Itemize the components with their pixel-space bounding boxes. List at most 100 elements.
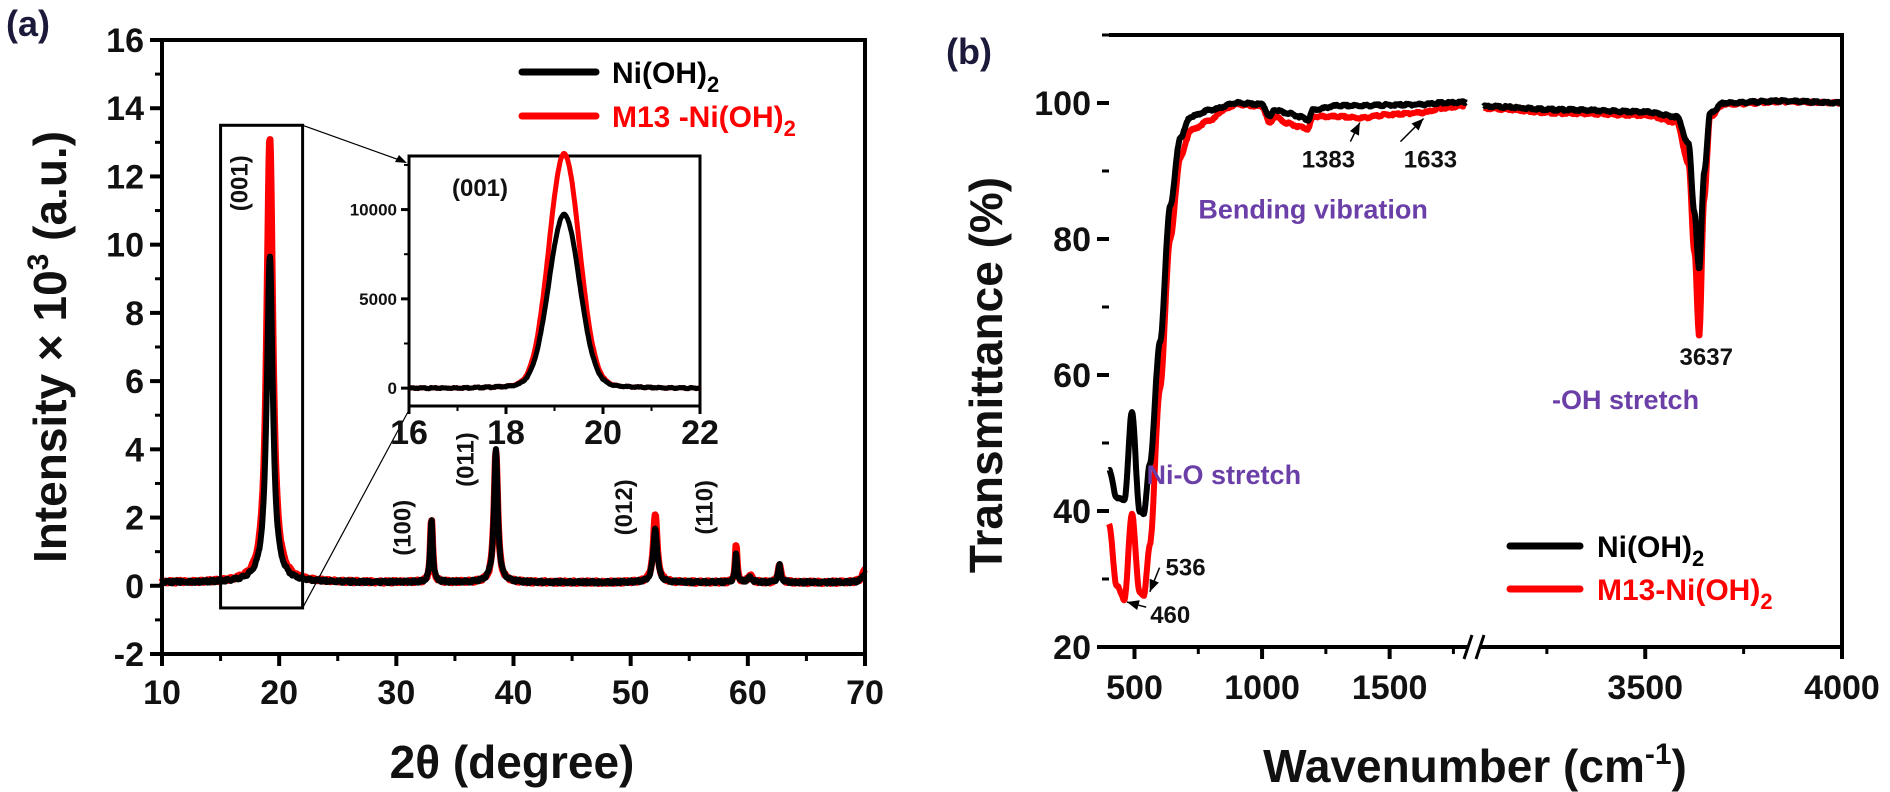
annotation-arrowhead [1411, 118, 1424, 131]
connector-line-top [302, 124, 406, 163]
plot-frame-b [1109, 33, 1844, 649]
axis-break-mark [1462, 634, 1474, 660]
series-line-ni-oh2 [159, 253, 868, 587]
y-tick-label-b: 60 [1053, 357, 1091, 395]
panel-b-x-axis-title: Wavenumber (cm-1) [1263, 738, 1687, 792]
x-axis-title-b-main: Wavenumber (cm [1263, 740, 1645, 792]
series-line-m13-ni-oh2-right [1481, 97, 1845, 339]
annotation-arrowhead [1126, 600, 1140, 610]
series-line-ni-oh2-right [1481, 97, 1845, 272]
legend-label-sub: 2 [1692, 546, 1704, 571]
y-tick-label-b: 100 [1034, 85, 1091, 123]
y-tick-label-b: 80 [1053, 221, 1091, 259]
annotation-1383: 1383 [1302, 147, 1355, 174]
y-tick-label-a: -2 [114, 636, 144, 674]
panel-a-peak-labels: (001) (100) (011) (012) (110) [219, 123, 719, 610]
peak-label-001: (001) [227, 155, 254, 211]
peak-label-012: (012) [611, 479, 638, 535]
y-tick-label-a: 0 [125, 568, 144, 606]
y-tick-label-a: 8 [125, 295, 144, 333]
panel-b-annotations: 1383 1633 3637 536 460 Bending vibration -OH s… [1126, 117, 1733, 629]
panel-b-ticks: 500 1000 1500 3500 4000 20 40 60 80 100 [1034, 33, 1880, 707]
legend-label-sub: 2 [1760, 589, 1772, 614]
inset-y-tick-label: 0 [388, 379, 397, 398]
inset-x-tick-label: 22 [681, 414, 719, 452]
inset-x-tick-label: 18 [487, 414, 525, 452]
y-tick-label-a: 4 [125, 431, 144, 469]
inset-y-tick-label: 5000 [359, 290, 397, 309]
peak-label-110: (110) [692, 480, 719, 535]
y-axis-title-a-unit: (a.u.) [24, 131, 76, 254]
legend-label-b: M13-Ni(OH)2 [1597, 574, 1773, 614]
inset-peak-label-001: (001) [452, 175, 508, 202]
x-axis-title-a: 2θ (degree) [390, 736, 635, 788]
x-tick-label-a: 10 [143, 674, 181, 712]
panel-label-a: (a) [6, 3, 50, 44]
panel-label-b: (b) [946, 31, 992, 72]
y-tick-label-a: 12 [106, 158, 144, 196]
y-tick-label-a: 6 [125, 363, 144, 401]
y-tick-label-b: 20 [1053, 629, 1091, 667]
annotation-3637: 3637 [1680, 344, 1733, 371]
peak-label-011: (011) [453, 432, 480, 487]
x-axis-title-b-end: ) [1672, 740, 1687, 792]
legend-label-main: Ni(OH) [612, 57, 707, 90]
inset-x-tick-label: 20 [584, 414, 622, 452]
inset-y-tick-label: 10000 [350, 201, 397, 220]
legend-label-main: M13-Ni(OH) [1597, 574, 1760, 607]
annotation-arrowhead [1149, 578, 1159, 592]
panel-a-inset: 16 18 20 22 0 5000 10000 (001) [302, 124, 719, 609]
y-tick-label-a: 14 [106, 90, 144, 128]
x-tick-label-b: 500 [1106, 669, 1163, 707]
panel-a-x-axis-title: 2θ (degree) [390, 736, 635, 788]
annotation-arrowhead [1349, 122, 1360, 136]
x-axis-title-b-sup: -1 [1645, 738, 1672, 771]
x-tick-label-a: 40 [495, 674, 533, 712]
x-tick-label-b: 1000 [1224, 669, 1300, 707]
zoom-box [219, 123, 305, 610]
series-line-ni-oh2-left [1106, 98, 1469, 518]
x-tick-label-a: 70 [846, 674, 884, 712]
y-axis-title-a-main: Intensity × 10 [24, 270, 76, 563]
panel-a-y-axis-title: Intensity × 103 (a.u.) [22, 131, 76, 563]
series-line-m13-ni-oh2-left [1106, 100, 1469, 604]
axis-break-mark [1474, 634, 1486, 660]
y-tick-label-a: 10 [106, 227, 144, 265]
annotation-460: 460 [1150, 602, 1190, 629]
panel-a-series [158, 136, 868, 588]
x-tick-label-b: 4000 [1804, 669, 1880, 707]
annotation-1633: 1633 [1404, 147, 1457, 174]
region-label-ni-o-stretch: Ni-O stretch [1147, 460, 1302, 490]
connector-line-bottom [302, 409, 410, 609]
x-tick-label-a: 60 [729, 674, 767, 712]
inset-series-line [407, 211, 702, 392]
legend-label-main: Ni(OH) [1597, 531, 1692, 564]
x-tick-label-a: 50 [612, 674, 650, 712]
x-tick-label-a: 20 [260, 674, 298, 712]
x-tick-label-b: 1500 [1352, 669, 1428, 707]
peak-label-100: (100) [389, 500, 416, 556]
y-axis-title-a-sup: 3 [22, 254, 55, 271]
annotation-536: 536 [1166, 555, 1206, 582]
legend-label-main: M13 -Ni(OH) [612, 101, 784, 134]
legend-label-b: Ni(OH)2 [1597, 531, 1704, 571]
panel-b-y-axis-title: Transmittance (%) [960, 177, 1012, 573]
inset-x-tick-label: 16 [390, 414, 428, 452]
x-tick-label-a: 30 [377, 674, 415, 712]
panel-b-ftir: (b) 500 1000 1500 3500 4000 20 40 60 80 100 1383 1… [946, 31, 1880, 792]
legend-label-a: Ni(OH)2 [612, 57, 719, 97]
legend-label-sub: 2 [784, 116, 796, 141]
y-tick-label-a: 2 [125, 500, 144, 538]
y-tick-label-b: 40 [1053, 493, 1091, 531]
legend-label-a: M13 -Ni(OH)2 [612, 101, 796, 141]
x-tick-label-b: 3500 [1607, 669, 1683, 707]
panel-b-axes [1109, 33, 1844, 660]
region-label--oh-stretch: -OH stretch [1552, 385, 1699, 415]
y-tick-label-a: 16 [106, 22, 144, 60]
legend-label-sub: 2 [707, 72, 719, 97]
